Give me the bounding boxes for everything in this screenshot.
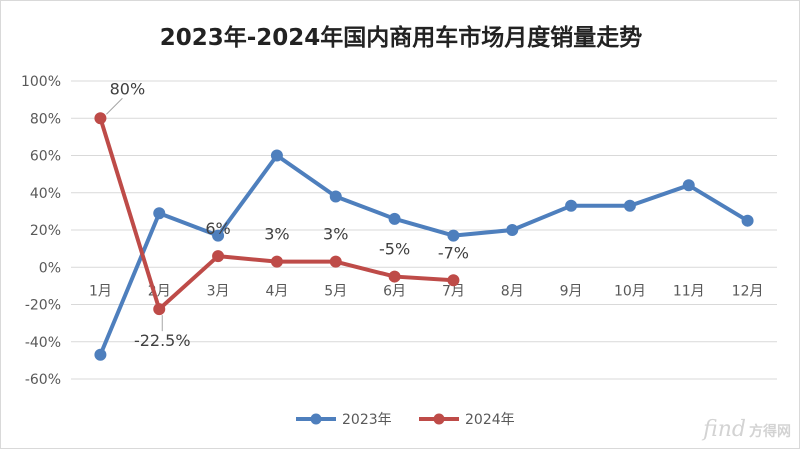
data-point[interactable] [623,199,636,212]
data-label: 6% [205,219,230,238]
y-tick-label: -60% [25,372,61,388]
x-tick-label: 9月 [560,283,583,299]
chart-title: 2023年-2024年国内商用车市场月度销量走势 [160,24,643,51]
watermark-latin: find [703,417,746,442]
gridlines [71,80,777,380]
x-tick-label: 1月 [89,283,112,299]
y-tick-label: -20% [25,298,61,314]
data-point[interactable] [270,149,283,162]
x-tick-label: 5月 [324,283,347,299]
y-tick-label: 100% [21,74,61,90]
data-point[interactable] [329,190,342,203]
data-labels: 80% -22.5% 6% 3% 3% -5% -7% [106,79,469,350]
data-point[interactable] [94,112,107,125]
y-tick-label: -40% [25,335,61,351]
data-point[interactable] [153,207,166,220]
x-tick-label: 11月 [673,283,705,299]
data-point[interactable] [329,255,342,268]
data-point[interactable] [741,214,754,227]
axes: -60%-40%-20%0%20%40%60%80%100%1月 2月 3月 4月 5月… [21,74,764,388]
x-tick-label: 7月 [442,283,465,299]
legend-label[interactable]: 2023年 [342,412,392,428]
legend-marker [433,413,445,425]
data-point[interactable] [682,179,695,192]
data-point[interactable] [447,274,460,287]
data-point[interactable] [270,255,283,268]
data-point[interactable] [447,229,460,242]
data-label: -7% [438,243,469,262]
x-tick-label: 8月 [501,283,524,299]
data-label: 3% [264,225,289,244]
data-point[interactable] [212,229,225,242]
data-point[interactable] [506,224,519,236]
data-point[interactable] [212,250,225,263]
watermark-logo: find 方得网 [703,417,791,442]
x-tick-label: 3月 [207,283,230,299]
legend[interactable]: 2023年 2024年 [296,412,515,428]
legend-marker [310,413,322,425]
y-tick-label: 40% [30,186,61,202]
data-label: -22.5% [134,331,191,350]
leader-line [106,97,123,115]
data-point[interactable] [565,199,578,212]
y-tick-label: 80% [30,111,61,127]
data-point[interactable] [388,212,401,225]
series-line-1 [98,153,750,357]
y-tick-label: 60% [30,149,61,165]
x-tick-label: 12月 [732,283,764,299]
series-group [94,112,754,361]
data-label: 3% [323,225,348,244]
y-tick-label: 20% [30,223,61,239]
y-tick-label: 0% [39,260,61,276]
data-point[interactable] [153,303,166,316]
watermark-cn: 方得网 [749,424,791,440]
data-label: 80% [110,79,146,98]
x-tick-label: 6月 [383,283,406,299]
legend-label[interactable]: 2024年 [465,412,515,428]
data-label: -5% [379,240,410,259]
x-tick-label: 10月 [614,283,646,299]
x-tick-label: 4月 [265,283,288,299]
data-point[interactable] [388,270,401,283]
data-point[interactable] [94,348,107,361]
